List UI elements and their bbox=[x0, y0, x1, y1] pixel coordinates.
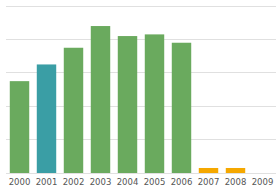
bars bbox=[10, 26, 245, 173]
bar bbox=[172, 43, 191, 173]
grid bbox=[6, 6, 276, 173]
bar bbox=[64, 48, 83, 173]
grid-line bbox=[6, 39, 276, 40]
bar bbox=[118, 36, 137, 173]
x-axis: 2000 2001 2002 2003 2004 2005 2006 2007 2008 2009 bbox=[9, 177, 274, 187]
bar bbox=[91, 26, 110, 173]
chart: 2000 2001 2002 2003 2004 2005 2006 2007 2008 2009 bbox=[0, 0, 280, 195]
x-tick-label: 2007 bbox=[198, 177, 220, 187]
bar bbox=[226, 168, 245, 173]
grid-line bbox=[6, 6, 276, 7]
bar bbox=[199, 168, 218, 173]
x-tick-label: 2005 bbox=[144, 177, 166, 187]
x-tick-label: 2008 bbox=[225, 177, 247, 187]
bar bbox=[37, 64, 56, 173]
x-tick-label: 2002 bbox=[63, 177, 85, 187]
bar bbox=[145, 34, 164, 173]
x-tick-label: 2009 bbox=[252, 177, 274, 187]
x-tick-label: 2003 bbox=[90, 177, 112, 187]
x-tick-label: 2006 bbox=[171, 177, 193, 187]
x-tick-label: 2000 bbox=[9, 177, 31, 187]
bar bbox=[253, 173, 272, 174]
x-tick-label: 2001 bbox=[36, 177, 58, 187]
bar bbox=[10, 81, 29, 173]
x-tick-label: 2004 bbox=[117, 177, 139, 187]
chart-container: 2000 2001 2002 2003 2004 2005 2006 2007 2008 2009 bbox=[0, 0, 280, 195]
